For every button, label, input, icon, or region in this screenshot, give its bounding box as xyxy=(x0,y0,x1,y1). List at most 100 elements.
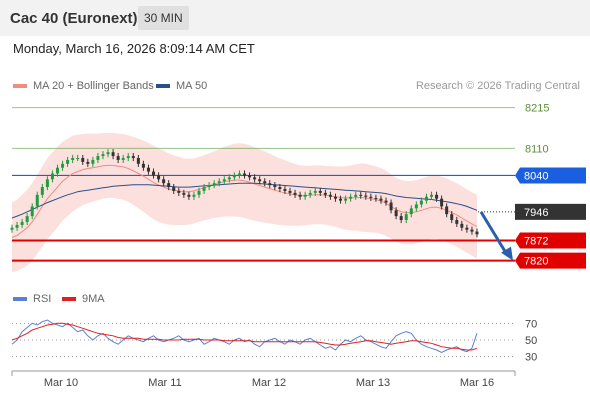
candle-body xyxy=(419,200,423,205)
candle-body xyxy=(66,159,70,164)
candle-body xyxy=(379,198,383,201)
legend-item-9ma: 9MA xyxy=(62,293,105,305)
candle-body xyxy=(323,192,327,195)
interval-button[interactable]: 30 MIN xyxy=(138,6,189,30)
candle-body xyxy=(475,231,479,235)
candle-body xyxy=(268,183,272,186)
candle-body xyxy=(445,206,449,215)
candle-body xyxy=(86,161,90,164)
candle-body xyxy=(333,196,337,199)
candle-body xyxy=(424,196,428,201)
level-label-8110: 8110 xyxy=(525,143,549,155)
legend-label-ma20: MA 20 + Bollinger Bands xyxy=(33,80,154,92)
candle-body xyxy=(450,214,454,220)
candle-body xyxy=(435,194,439,199)
candle-body xyxy=(232,175,236,178)
level-label-7872: 7872 xyxy=(524,236,548,248)
candle-body xyxy=(414,204,418,209)
candle-body xyxy=(40,187,44,195)
level-box-7946 xyxy=(515,203,586,220)
candle-body xyxy=(394,210,398,217)
candle-body xyxy=(258,179,262,182)
x-tick-label: Mar 13 xyxy=(356,377,390,389)
9ma-line xyxy=(11,322,478,351)
rsi-level-label-70: 70 xyxy=(525,318,537,330)
candle-body xyxy=(50,173,54,180)
legend-item-ma20: MA 20 + Bollinger Bands xyxy=(13,80,154,92)
candle-body xyxy=(328,194,332,197)
candle-body xyxy=(61,163,65,168)
candle-body xyxy=(344,198,348,201)
candle-body xyxy=(146,167,150,172)
candle-body xyxy=(339,198,343,201)
candle-body xyxy=(460,223,464,228)
candle-body xyxy=(313,190,317,193)
candle-body xyxy=(96,156,100,160)
candle-body xyxy=(45,179,49,188)
legend-label-rsi: RSI xyxy=(33,293,52,305)
candle-body xyxy=(116,156,120,160)
candle-body xyxy=(217,181,221,184)
candle-body xyxy=(349,196,353,199)
legend-item-ma50: MA 50 xyxy=(156,80,207,92)
rsi-line xyxy=(11,319,478,354)
9ma-swatch xyxy=(62,297,76,301)
rsi-level-label-30: 30 xyxy=(525,352,537,364)
level-label-7820: 7820 xyxy=(524,256,548,268)
candle-body xyxy=(162,179,166,184)
x-tick-label: Mar 12 xyxy=(252,377,286,389)
x-tick-label: Mar 11 xyxy=(148,377,181,389)
candle-body xyxy=(227,177,231,180)
level-label-7946: 7946 xyxy=(524,207,548,219)
ma50-swatch xyxy=(156,84,170,88)
candle-body xyxy=(278,187,282,189)
candle-body xyxy=(207,185,211,188)
candle-body xyxy=(222,179,226,182)
candle-body xyxy=(293,192,297,195)
candle-body xyxy=(389,202,393,211)
candle-body xyxy=(202,187,206,191)
candle-body xyxy=(131,156,135,159)
candle-body xyxy=(101,154,105,157)
candle-body xyxy=(248,175,252,178)
candle-body xyxy=(430,194,434,197)
candle-body xyxy=(35,194,39,207)
level-label-8040: 8040 xyxy=(524,170,548,182)
candle-body xyxy=(364,195,368,197)
candle-body xyxy=(20,221,24,226)
candle-body xyxy=(55,167,59,174)
candle-body xyxy=(172,187,176,191)
ma20-line xyxy=(11,164,478,238)
candle-body xyxy=(263,181,267,184)
projection-arrowhead xyxy=(501,246,513,261)
candle-body xyxy=(81,158,85,162)
projection-arrow xyxy=(479,211,509,256)
rsi-level-label-50: 50 xyxy=(525,335,537,347)
candle-body xyxy=(374,197,378,199)
candle-body xyxy=(359,194,363,196)
candle-body xyxy=(152,171,156,176)
candle-body xyxy=(106,152,110,155)
candle-body xyxy=(212,183,216,186)
candle-body xyxy=(298,194,302,197)
candle-body xyxy=(187,194,191,197)
candle-body xyxy=(126,156,130,159)
candle-body xyxy=(465,227,469,230)
level-label-8215: 8215 xyxy=(525,103,549,115)
candle-body xyxy=(167,183,171,188)
candle-body xyxy=(399,216,403,220)
level-box-8040 xyxy=(515,167,586,184)
candle-body xyxy=(243,173,246,176)
candle-body xyxy=(409,208,413,215)
candle-body xyxy=(192,194,196,197)
candle-body xyxy=(25,216,29,222)
candle-body xyxy=(369,196,373,198)
candle-body xyxy=(404,214,408,220)
candle-body xyxy=(10,227,14,230)
header-bar xyxy=(0,0,590,36)
candle-body xyxy=(283,189,287,191)
candle-body xyxy=(91,159,95,164)
candle-body xyxy=(384,200,388,203)
ma50-line xyxy=(11,182,478,219)
